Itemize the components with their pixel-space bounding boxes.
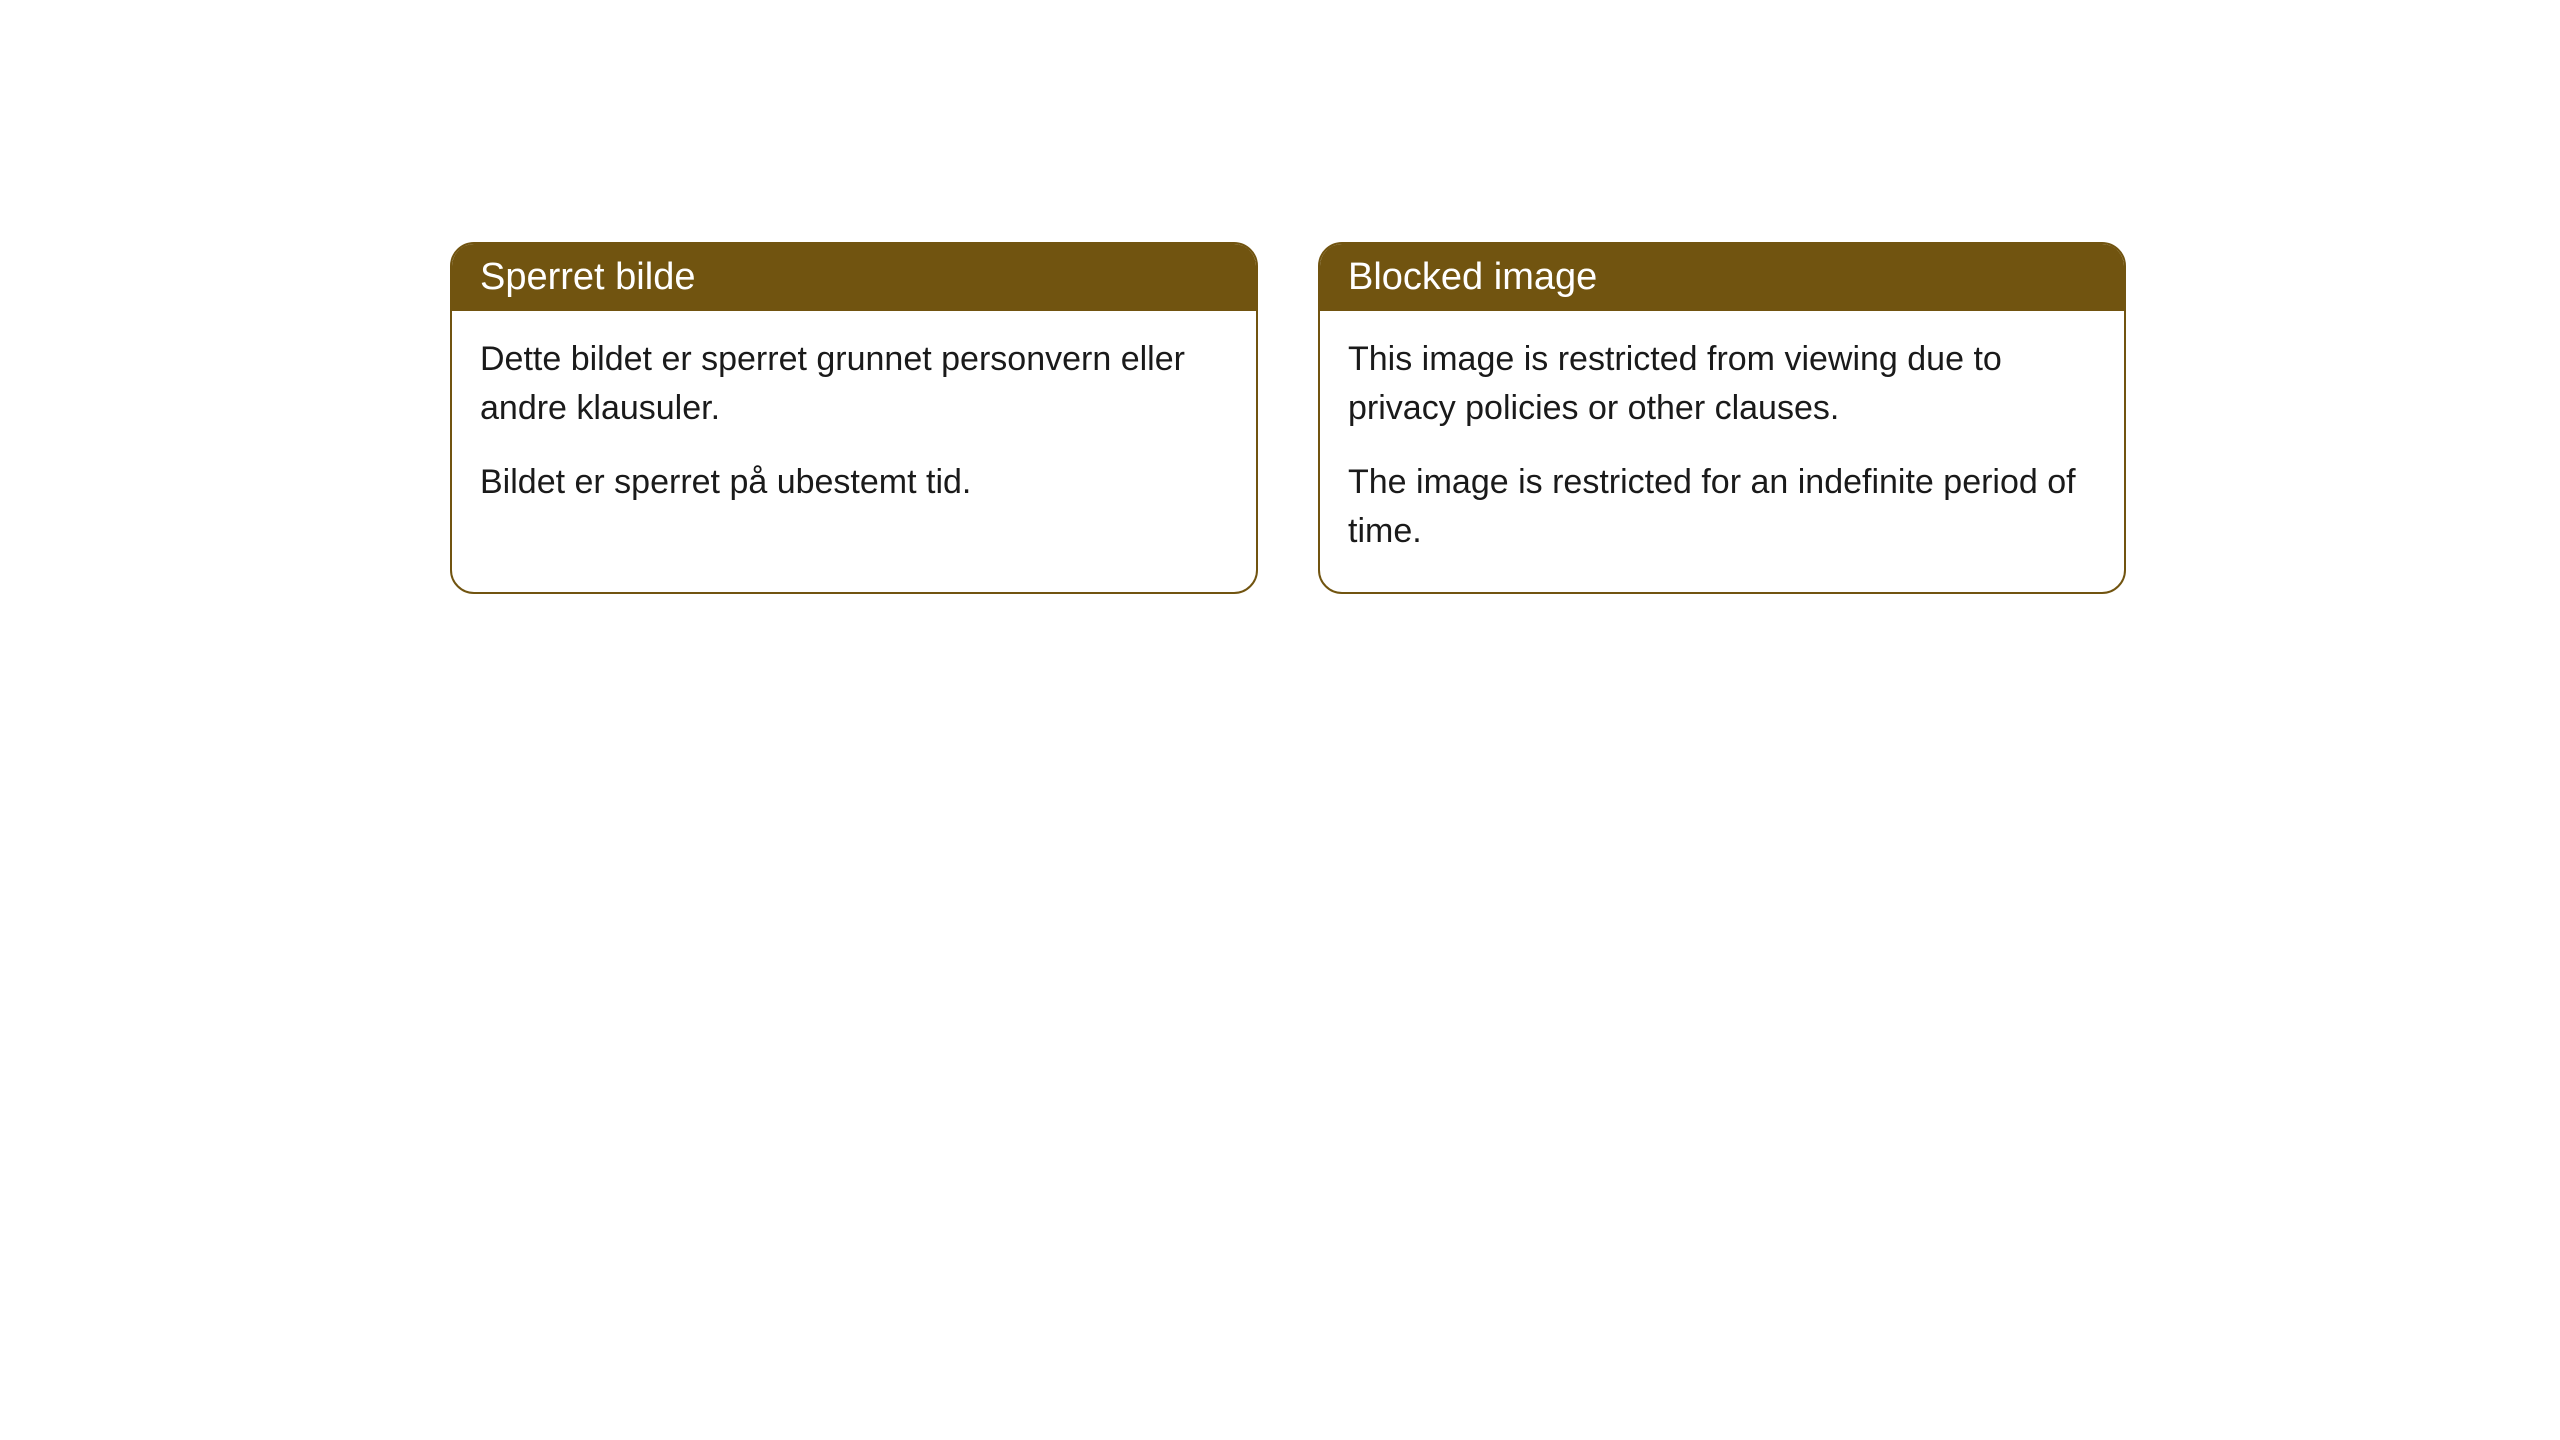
card-header-norwegian: Sperret bilde: [452, 244, 1256, 311]
blocked-image-card-norwegian: Sperret bilde Dette bildet er sperret gr…: [450, 242, 1258, 594]
blocked-image-card-english: Blocked image This image is restricted f…: [1318, 242, 2126, 594]
card-body-english: This image is restricted from viewing du…: [1320, 311, 2124, 592]
card-text-2-english: The image is restricted for an indefinit…: [1348, 458, 2096, 557]
card-body-norwegian: Dette bildet er sperret grunnet personve…: [452, 311, 1256, 543]
card-title-english: Blocked image: [1348, 256, 1597, 298]
card-text-1-english: This image is restricted from viewing du…: [1348, 335, 2096, 434]
card-text-2-norwegian: Bildet er sperret på ubestemt tid.: [480, 458, 1228, 507]
card-header-english: Blocked image: [1320, 244, 2124, 311]
notice-cards-container: Sperret bilde Dette bildet er sperret gr…: [450, 242, 2126, 594]
card-text-1-norwegian: Dette bildet er sperret grunnet personve…: [480, 335, 1228, 434]
card-title-norwegian: Sperret bilde: [480, 256, 695, 298]
